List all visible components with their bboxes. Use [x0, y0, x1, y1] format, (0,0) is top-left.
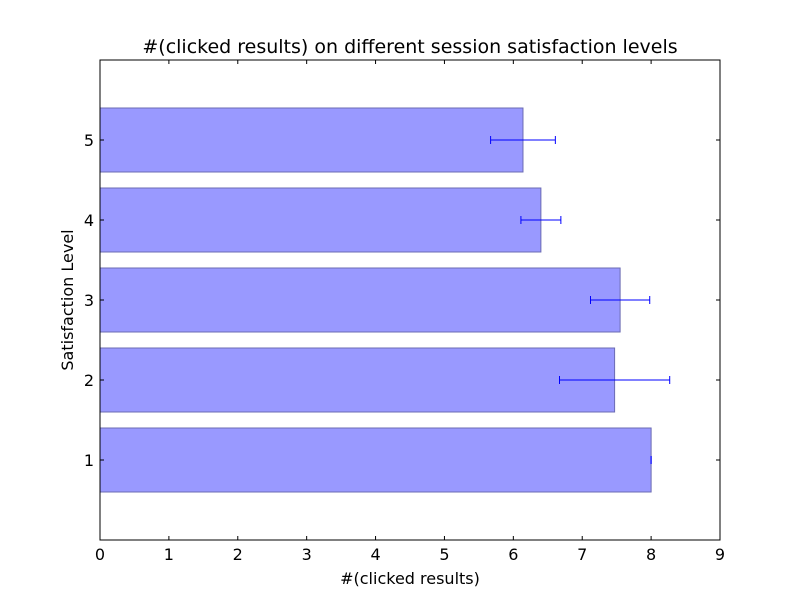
- x-tick-label: 3: [302, 545, 312, 564]
- error-bar-level-4: [520, 216, 562, 224]
- x-tick-label: 8: [646, 545, 656, 564]
- x-tick-label: 9: [715, 545, 725, 564]
- bar-level-5: [99, 107, 524, 173]
- bar-level-3: [99, 267, 621, 333]
- x-tick-label: 5: [439, 545, 449, 564]
- bar-level-1: [99, 427, 652, 493]
- y-tick-label: 2: [84, 371, 94, 390]
- bars-layer: [99, 107, 652, 493]
- chart-title: #(clicked results) on different session …: [142, 36, 677, 58]
- y-axis-ticks: 1 2 3 4 5: [84, 131, 720, 470]
- x-tick-label: 6: [508, 545, 518, 564]
- error-bar-level-2: [558, 376, 671, 384]
- x-tick-label: 1: [164, 545, 174, 564]
- y-tick-label: 5: [84, 131, 94, 150]
- y-tick-label: 1: [84, 451, 94, 470]
- x-axis-ticks: 0 1 2 3 4 5 6 7 8 9: [95, 60, 725, 564]
- bar-level-4: [99, 187, 542, 253]
- y-tick-label: 4: [84, 211, 94, 230]
- y-axis-label: Satisfaction Level: [58, 229, 77, 370]
- error-bar-level-5: [490, 136, 556, 144]
- x-tick-label: 4: [370, 545, 380, 564]
- x-tick-label: 2: [233, 545, 243, 564]
- bar-level-2: [99, 347, 616, 413]
- x-tick-label: 7: [577, 545, 587, 564]
- error-bar-level-3: [589, 296, 651, 304]
- y-tick-label: 3: [84, 291, 94, 310]
- x-axis-label: #(clicked results): [340, 569, 480, 588]
- x-tick-label: 0: [95, 545, 105, 564]
- error-bars-layer: [490, 136, 671, 464]
